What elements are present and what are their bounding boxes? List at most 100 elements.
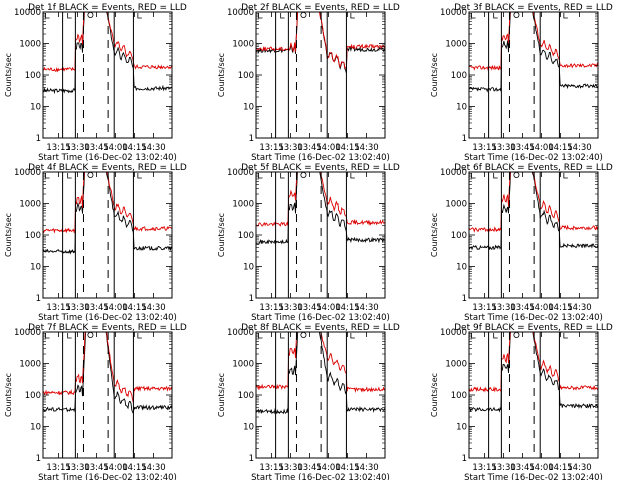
x-tick-label: 14:15	[122, 463, 147, 473]
y-axis-label: Counts/sec	[217, 373, 226, 417]
x-tick-label: 14:00	[529, 463, 554, 473]
y-tick-label: 1	[462, 294, 467, 304]
series-lld-line	[469, 332, 598, 393]
x-tick-label: 13:30	[278, 303, 303, 313]
y-tick-label: 100	[451, 231, 467, 241]
x-tick-label: 14:30	[567, 463, 592, 473]
y-tick-label: 100	[451, 391, 467, 401]
marker-bracket	[493, 13, 498, 19]
x-tick-label: 14:15	[335, 143, 360, 153]
y-tick-label: 1	[462, 454, 467, 464]
y-tick-label: 10000	[440, 168, 467, 178]
x-tick-label: 14:30	[141, 143, 166, 153]
x-tick-label: 14:30	[354, 463, 379, 473]
x-tick-label: 13:15	[259, 143, 284, 153]
chart-panel: 1 10 100 1000 10000 13:1513:3013:4514:0014:15…	[430, 323, 613, 480]
marker-circle	[300, 171, 307, 178]
y-tick-label: 1	[249, 294, 254, 304]
marker-bracket	[45, 173, 50, 179]
marker-bracket	[350, 173, 355, 179]
x-tick-label: 13:15	[472, 463, 497, 473]
x-tick-label: 13:45	[510, 303, 535, 313]
marker-circle	[87, 11, 94, 18]
y-axis-label: Counts/sec	[217, 53, 226, 97]
y-tick-label: 100	[238, 231, 254, 241]
chart-panel: 1 10 100 1000 10000 13:1513:3013:4514:0014:15…	[4, 3, 187, 163]
y-tick-label: 1	[249, 454, 254, 464]
x-axis-label: Start Time (16-Dec-02 13:02:40)	[464, 473, 603, 480]
marker-bracket	[563, 333, 568, 339]
chart-panel: 1 10 100 1000 10000 13:1513:3013:4514:0014:15…	[430, 3, 613, 163]
x-axis-label: Start Time (16-Dec-02 13:02:40)	[464, 153, 603, 163]
x-tick-label: 14:30	[567, 303, 592, 313]
marker-bracket	[563, 13, 568, 19]
y-tick-label: 100	[25, 391, 41, 401]
chart-title: Det 2f BLACK = Events, RED = LLD	[241, 3, 400, 13]
y-tick-label: 1000	[445, 40, 467, 50]
y-axis-label: Counts/sec	[430, 53, 439, 97]
x-tick-label: 14:30	[354, 143, 379, 153]
y-tick-label: 1000	[19, 40, 41, 50]
y-axis-label: Counts/sec	[430, 213, 439, 257]
x-tick-label: 13:30	[491, 303, 516, 313]
marker-bracket	[137, 173, 142, 179]
marker-circle	[513, 171, 520, 178]
x-tick-label: 14:00	[529, 303, 554, 313]
marker-bracket	[67, 173, 72, 179]
y-tick-label: 1000	[232, 200, 254, 210]
x-tick-label: 13:30	[278, 143, 303, 153]
x-tick-label: 13:45	[84, 463, 109, 473]
series-events-line	[256, 172, 385, 245]
chart-title: Det 1f BLACK = Events, RED = LLD	[28, 3, 187, 13]
marker-bracket	[137, 13, 142, 19]
marker-bracket	[137, 333, 142, 339]
x-tick-label: 14:00	[316, 143, 341, 153]
x-tick-label: 13:15	[259, 303, 284, 313]
y-tick-label: 10000	[227, 8, 254, 18]
series-events-line	[43, 332, 172, 415]
x-tick-label: 14:00	[529, 143, 554, 153]
y-tick-label: 1000	[445, 360, 467, 370]
x-tick-label: 13:45	[510, 143, 535, 153]
y-tick-label: 100	[238, 391, 254, 401]
x-tick-label: 14:00	[316, 303, 341, 313]
series-lld-line	[256, 12, 385, 70]
marker-circle	[513, 331, 520, 338]
marker-bracket	[45, 13, 50, 19]
series-events-line	[256, 12, 385, 73]
x-tick-label: 13:15	[472, 303, 497, 313]
x-tick-label: 14:15	[122, 303, 147, 313]
marker-bracket	[258, 173, 263, 179]
x-tick-label: 13:45	[84, 143, 109, 153]
marker-bracket	[67, 333, 72, 339]
y-tick-label: 10	[30, 103, 41, 113]
x-tick-label: 13:30	[65, 463, 90, 473]
marker-bracket	[350, 13, 355, 19]
y-tick-label: 1000	[19, 200, 41, 210]
x-tick-label: 14:00	[103, 303, 128, 313]
marker-bracket	[258, 333, 263, 339]
marker-bracket	[350, 333, 355, 339]
y-tick-label: 10	[456, 103, 467, 113]
y-axis-label: Counts/sec	[4, 53, 13, 97]
x-axis-label: Start Time (16-Dec-02 13:02:40)	[38, 153, 177, 163]
x-tick-label: 14:00	[103, 143, 128, 153]
y-tick-label: 1	[462, 134, 467, 144]
x-axis-label: Start Time (16-Dec-02 13:02:40)	[251, 153, 390, 163]
y-tick-label: 1000	[232, 40, 254, 50]
x-tick-label: 13:45	[510, 463, 535, 473]
series-lld-line	[43, 12, 172, 73]
marker-circle	[513, 11, 520, 18]
chart-panel: 1 10 100 1000 10000 13:1513:3013:4514:0014:15…	[430, 163, 613, 323]
x-axis-label: Start Time (16-Dec-02 13:02:40)	[251, 313, 390, 323]
x-tick-label: 14:15	[548, 303, 573, 313]
x-tick-label: 13:45	[84, 303, 109, 313]
x-tick-label: 14:15	[548, 143, 573, 153]
marker-circle	[87, 331, 94, 338]
y-tick-label: 1	[36, 294, 41, 304]
series-events-line	[256, 332, 385, 415]
x-axis-label: Start Time (16-Dec-02 13:02:40)	[251, 473, 390, 480]
x-tick-label: 13:45	[297, 143, 322, 153]
marker-bracket	[280, 173, 285, 179]
